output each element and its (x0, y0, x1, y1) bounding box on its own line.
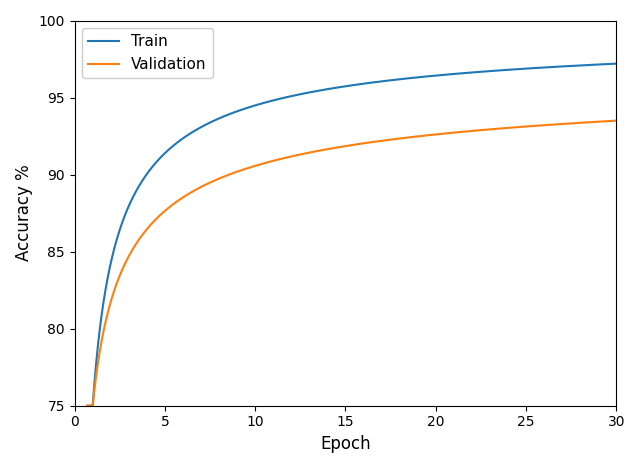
Validation (597, 119, 605, 124)
Validation (111, 287, 118, 293)
Validation (500, 125, 508, 131)
Legend: Train, Validation: Train, Validation (83, 28, 212, 78)
Validation (326, 146, 334, 152)
Train (340, 84, 348, 89)
Train (612, 61, 620, 66)
X-axis label: Epoch: Epoch (320, 435, 371, 453)
Train (326, 86, 334, 91)
Train (597, 62, 605, 67)
Train (500, 67, 508, 73)
Train (111, 246, 118, 251)
Line: Validation: Validation (87, 121, 616, 406)
Validation (83, 403, 91, 409)
Line: Train: Train (87, 64, 616, 406)
Train (83, 403, 91, 409)
Validation (340, 144, 348, 149)
Validation (612, 118, 620, 124)
Y-axis label: Accuracy %: Accuracy % (15, 165, 33, 262)
Train (596, 62, 604, 67)
Validation (596, 119, 604, 124)
